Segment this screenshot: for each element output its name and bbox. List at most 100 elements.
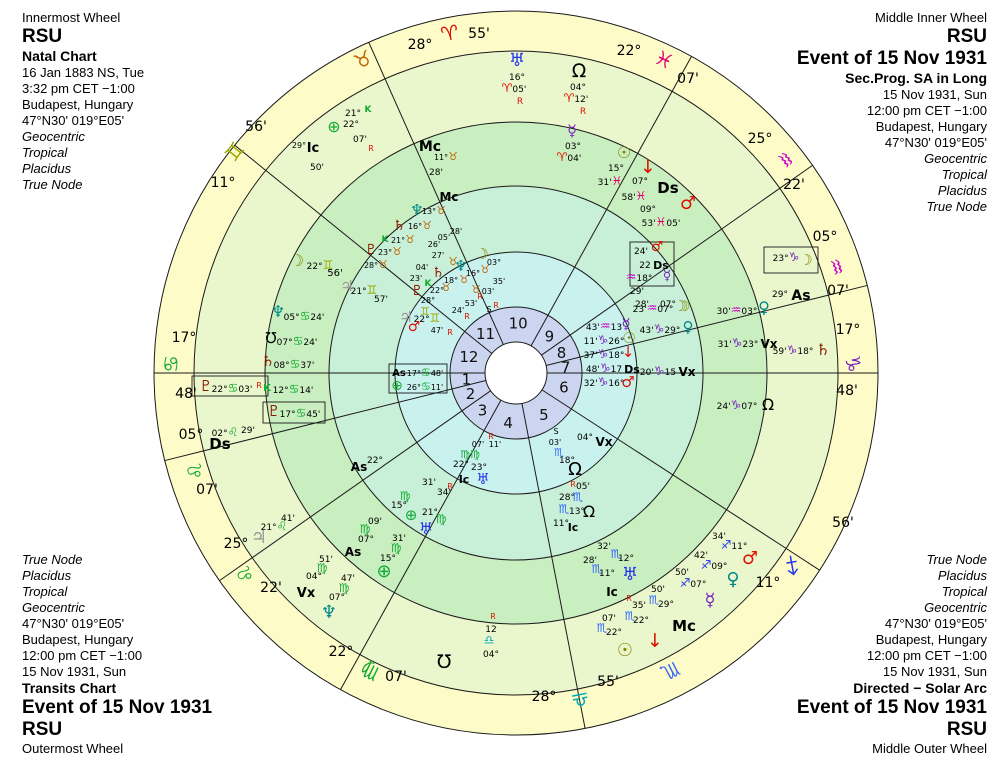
sign-glyph: ♑	[841, 355, 865, 374]
chart-label: 28'	[450, 227, 462, 236]
chart-label: 26°♋11'	[407, 380, 443, 393]
chart-label: ♅	[622, 564, 638, 585]
chart-label: Ds	[624, 363, 640, 376]
chart-label: 22'	[260, 580, 282, 596]
chart-label: Vx	[595, 435, 612, 449]
chart-label: 22°	[367, 456, 383, 466]
chart-label: 55'	[468, 26, 490, 42]
chart-label: 56'	[245, 119, 267, 135]
chart-label: R	[488, 432, 494, 441]
chart-label: 32'♑16°	[584, 375, 625, 389]
chart-label: ♆	[410, 201, 423, 219]
chart-label: ♀	[726, 569, 739, 590]
chart-label: 07°♋24'	[277, 334, 318, 348]
chart-label: Ic	[459, 473, 470, 486]
chart-label: ♐07°	[680, 576, 707, 590]
chart-label: 22°	[606, 628, 622, 638]
chart-label: ♆	[271, 302, 285, 321]
chart-label: ☽	[475, 245, 488, 263]
chart-label: 22°	[453, 460, 469, 470]
chart-label: ℧	[265, 329, 276, 347]
chart-label: 22°♊	[307, 258, 334, 272]
info-line: 15 Nov 1931, Sun	[22, 664, 127, 679]
chart-label: ♄	[816, 340, 830, 359]
info-line: 12:00 pm CET −1:00	[866, 103, 987, 118]
chart-label: Vx	[678, 365, 695, 379]
chart-label: 21°♌	[261, 519, 288, 533]
house-number: 9	[545, 327, 555, 345]
chart-label: ♐11°	[721, 538, 748, 552]
chart-label: R	[490, 612, 496, 621]
chart-label: 16°	[509, 73, 525, 83]
marker-box	[763, 246, 819, 274]
chart-label: ☉	[617, 143, 631, 162]
chart-label: 24'	[634, 247, 648, 257]
info-line: Geocentric	[924, 151, 987, 166]
info-line: True Node	[926, 552, 987, 567]
info-block-tl: Innermost Wheel RSU Natal Chart 16 Jan 1883…	[22, 10, 144, 193]
chart-label: Vx	[760, 337, 777, 351]
info-line: Placidus	[937, 568, 987, 583]
chart-label: 34'	[712, 532, 726, 542]
chart-label: 17°♋48'	[407, 366, 443, 379]
chart-label: 08°♋37'	[274, 357, 315, 371]
chart-label: 16°♉	[408, 219, 432, 232]
info-line: RSU	[22, 26, 63, 47]
house-number: 2	[466, 385, 476, 403]
chart-label: 20'♑15	[640, 364, 676, 378]
sign-glyph: ♈	[439, 20, 461, 47]
chart-label: ♒18°	[626, 270, 653, 284]
chart-label: 23°♉	[378, 245, 402, 258]
house-number: 4	[503, 414, 513, 432]
chart-label: ♂	[408, 319, 421, 335]
chart-label: ↓	[622, 343, 635, 361]
chart-label: 25°	[748, 131, 773, 147]
chart-label: ♎	[484, 633, 495, 647]
chart-label: 23'♒07°	[633, 301, 674, 315]
info-line: 47°N30' 019°E05'	[22, 616, 125, 631]
wheel-rings	[153, 10, 879, 736]
chart-label: 31'♑23°	[718, 336, 759, 350]
chart-label: K	[263, 383, 272, 394]
chart-label: Ds	[657, 179, 678, 197]
chart-label: 07°	[660, 300, 676, 310]
chart-label: 13°	[569, 507, 585, 517]
chart-label: 04°	[577, 433, 593, 443]
chart-label: 22°	[329, 644, 354, 660]
marker-box	[262, 401, 326, 424]
chart-label: 32'	[597, 542, 611, 552]
chart-label: 23°♑	[773, 250, 800, 264]
chart-label: Mc	[672, 617, 696, 635]
chart-label: 50'	[310, 163, 324, 173]
info-block-br: True Node Placidus Tropical Geocentric 47°N3…	[797, 552, 987, 757]
info-line: True Node	[926, 199, 987, 214]
chart-label: ☿	[567, 121, 577, 140]
chart-label: 27'	[432, 251, 444, 260]
chart-label: ♄	[261, 352, 274, 370]
info-line: Budapest, Hungary	[875, 119, 987, 134]
chart-label: Vx	[297, 586, 316, 601]
chart-label: 09°	[640, 205, 656, 215]
chart-label: ☿	[621, 315, 630, 333]
marker-box	[629, 241, 675, 287]
chart-label: K	[382, 235, 390, 245]
chart-label: 26'	[428, 240, 440, 249]
chart-label: 28°	[408, 37, 433, 53]
chart-label: 17°♋45'	[280, 406, 321, 420]
chart-label: 03'	[482, 287, 494, 296]
info-line: Event of 15 Nov 1931	[796, 48, 987, 69]
house-cusp-lines	[154, 42, 878, 729]
chart-label: 07°	[632, 177, 648, 187]
chart-label: ♉	[441, 281, 451, 294]
chart-label: ♆	[321, 602, 337, 623]
chart-label: 07'	[353, 135, 367, 145]
chart-label: 07'	[472, 440, 484, 449]
house-number: 1	[462, 371, 472, 389]
house-number: 11	[476, 325, 495, 343]
info-line: Tropical	[22, 584, 68, 599]
chart-label: R	[368, 144, 374, 153]
chart-label: ♆	[454, 257, 467, 275]
chart-label: 24'	[452, 306, 464, 315]
chart-label: 29°	[772, 290, 788, 300]
